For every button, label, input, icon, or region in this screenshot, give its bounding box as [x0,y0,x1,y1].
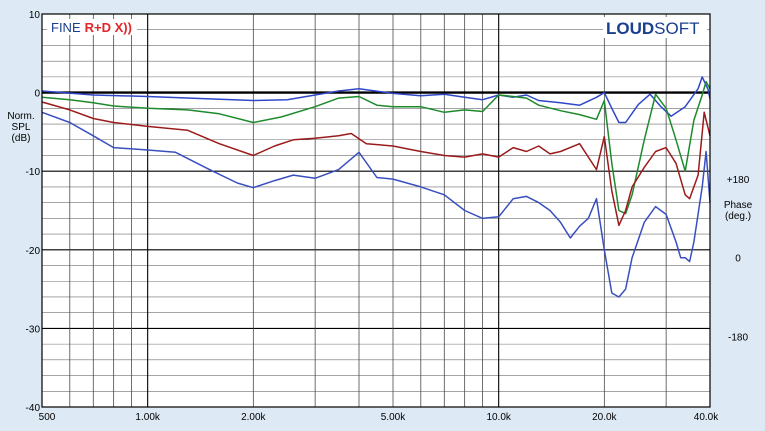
x-tick-label: 2.00k [241,412,266,423]
logo-loud-text: LOUD [606,19,654,38]
plot-frame [41,13,711,408]
response-curve-1 [41,76,711,124]
fine-rdx-logo: FINE R+D X)) [47,19,137,35]
x-tick-label: 5.00k [381,412,406,423]
response-curve-2 [41,80,711,215]
y-tick-label: 10 [29,10,41,21]
left-axis-title-line-2: SPL [12,122,31,133]
x-tick-label: 40.0k [694,412,719,423]
right-axis-title-line-2: (deg.) [725,211,751,222]
left-axis-title-line-1: Norm. [7,111,34,122]
phase-tick-label: 0 [735,254,741,265]
x-tick-label: 10.0k [486,412,511,423]
left-axis-title-line-3: (dB) [12,133,31,144]
y-tick-label: -30 [26,324,41,335]
fine-rdx-logo-background [47,19,137,35]
y-tick-label: -40 [26,403,41,414]
y-tick-label: -10 [26,167,41,178]
left-axis-title: Norm. SPL (dB) [7,111,34,144]
logo-fine-text: FINE [51,20,81,35]
phase-tick-label: -180 [728,332,748,343]
right-axis-title-line-1: Phase [724,200,753,211]
plot-area [42,14,710,407]
axis-labels: 10 0 -10 -20 -30 -40 +180 0 -180 500 1.00k 2.00k 5.0… [26,10,750,423]
grid [42,13,710,408]
response-curve-3 [41,101,711,227]
loudsoft-logo-background [603,17,707,38]
logo-rd-text: R+D X)) [85,20,132,35]
x-tick-label: 20.0k [592,412,617,423]
phase-tick-label: +180 [727,175,750,186]
loudsoft-logo-text: LOUDSOFT [606,19,700,38]
curves [41,76,711,298]
logo-soft-text: SOFT [654,19,699,38]
right-axis-title: Phase (deg.) [724,200,753,222]
response-curve-4 [41,111,711,298]
y-tick-label: -20 [26,246,41,257]
x-tick-label: 1.00k [135,412,160,423]
fine-rdx-logo-text: FINE R+D X)) [51,20,132,35]
x-tick-label: 500 [39,412,56,423]
y-tick-label: 0 [34,89,40,100]
loudsoft-logo: LOUDSOFT [603,17,707,38]
